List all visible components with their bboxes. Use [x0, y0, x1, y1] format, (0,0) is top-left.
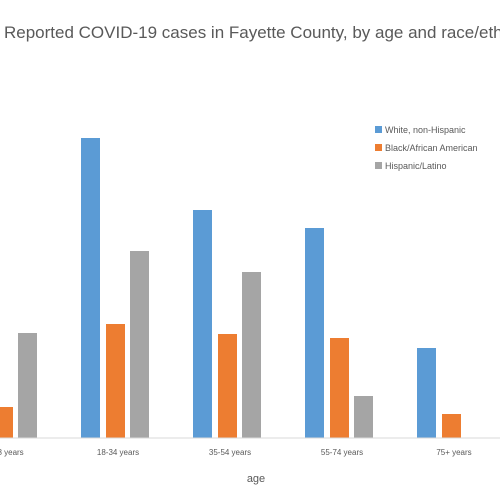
bar-1-1 — [106, 324, 125, 438]
x-tick-label: 35-54 years — [209, 448, 251, 457]
legend: White, non-Hispanic Black/African America… — [375, 125, 478, 171]
bar-0-1 — [81, 138, 100, 438]
bar-1-3 — [330, 338, 349, 438]
chart-title: Reported COVID-19 cases in Fayette Count… — [4, 23, 500, 42]
x-tick-label: 18-34 years — [97, 448, 139, 457]
bar-0-4 — [417, 348, 436, 438]
x-tick-label: <18 years — [0, 448, 24, 457]
legend-swatch — [375, 126, 382, 133]
bar-0-2 — [193, 210, 212, 438]
bar-0-3 — [305, 228, 324, 438]
legend-swatch — [375, 144, 382, 151]
legend-label: Hispanic/Latino — [385, 161, 447, 171]
bar-2-3 — [354, 396, 373, 438]
bar-1-4 — [442, 414, 461, 438]
bar-1-0 — [0, 407, 13, 438]
bar-1-2 — [218, 334, 237, 438]
x-tick-label: 75+ years — [436, 448, 471, 457]
legend-swatch — [375, 162, 382, 169]
x-axis-title: age — [247, 473, 265, 485]
x-tick-labels: <18 years 18-34 years 35-54 years 55-74 yea… — [0, 448, 472, 457]
legend-label: Black/African American — [385, 143, 478, 153]
x-tick-label: 55-74 years — [321, 448, 363, 457]
bar-2-0 — [18, 333, 37, 438]
bars-group — [0, 138, 461, 438]
bar-2-1 — [130, 251, 149, 438]
bar-2-2 — [242, 272, 261, 438]
legend-label: White, non-Hispanic — [385, 125, 466, 135]
